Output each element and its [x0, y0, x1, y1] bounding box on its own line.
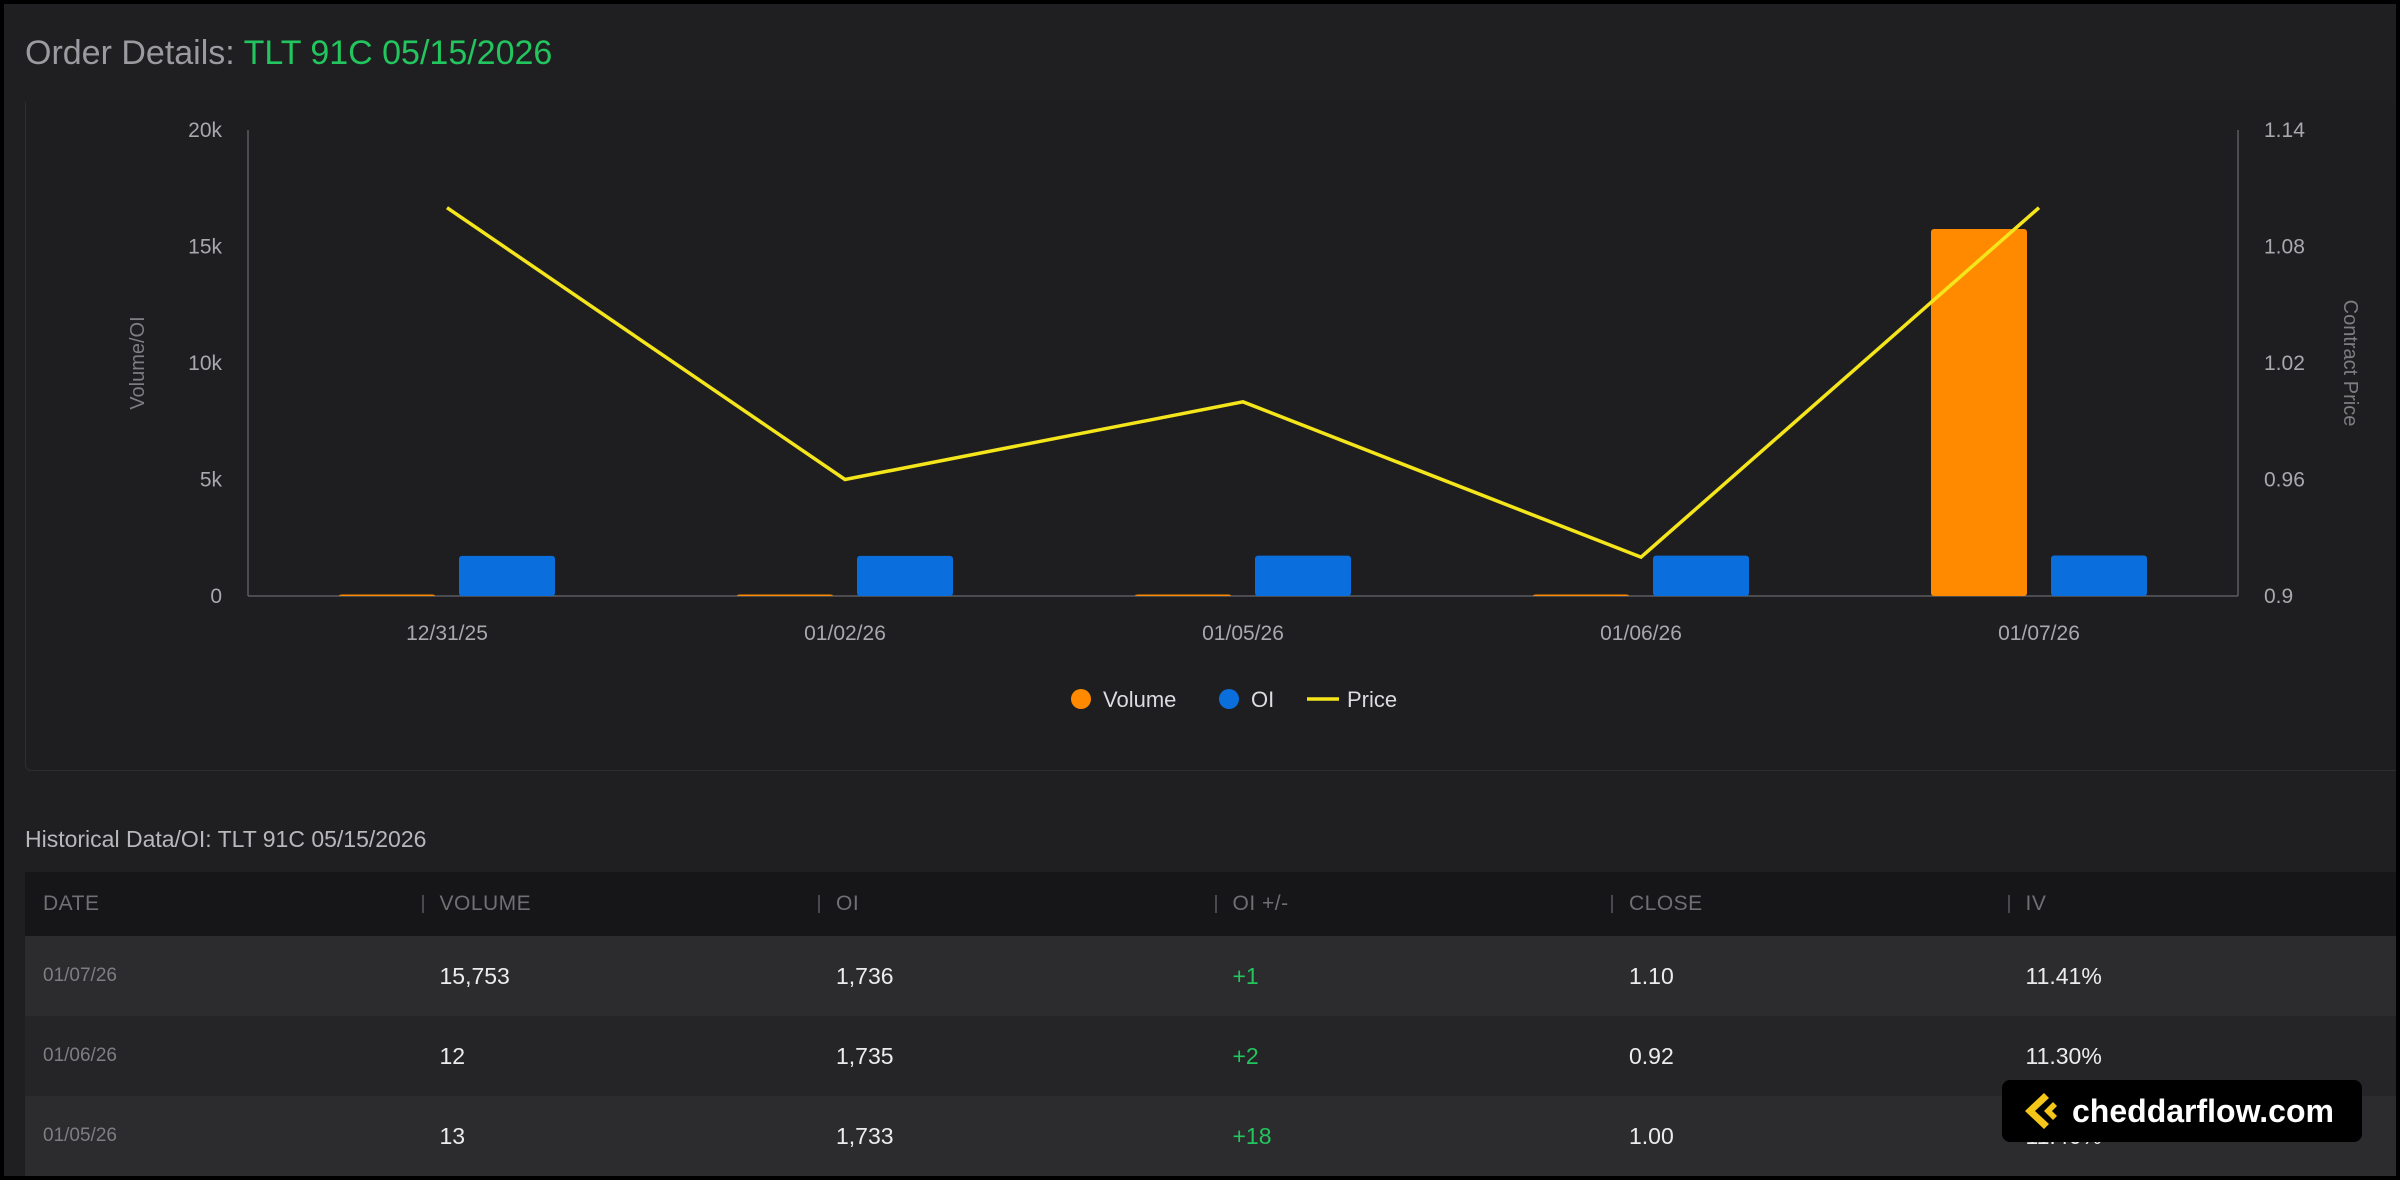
column-header-volume[interactable]: VOLUME: [421, 892, 819, 916]
x-tick-label: 01/02/26: [804, 622, 886, 645]
cell-volume: 13: [439, 1122, 466, 1149]
page-title-label: Order Details:: [25, 34, 235, 72]
table-header: DATE VOLUME OI OI +/- CLOSE IV: [25, 872, 2396, 936]
column-header-iv[interactable]: IV: [2007, 892, 2397, 916]
y-tick-label-left: 20k: [188, 119, 222, 142]
volume-oi-price-chart: 0 5k 10k 15k 20k 0.9 0.96 1.02 1.08 1.14 Volume/OI…: [127, 119, 2361, 712]
volume-bar: [737, 594, 833, 596]
x-tick-label: 01/05/26: [1202, 622, 1284, 645]
cell-oi-change: +2: [1232, 1042, 1259, 1069]
y-tick-label-left: 0: [210, 585, 222, 608]
contract-symbol: TLT 91C 05/15/2026: [243, 34, 553, 72]
cell-iv: 11.30%: [2025, 1042, 2102, 1069]
chart-panel: 0 5k 10k 15k 20k 0.9 0.96 1.02 1.08 1.14 Volume/OI…: [25, 102, 2396, 771]
volume-bar: [1931, 228, 2027, 596]
cell-date: 01/06/26: [43, 1045, 117, 1066]
oi-bar: [1255, 555, 1351, 596]
cell-date: 01/05/26: [43, 1125, 117, 1146]
cell-oi: 1,736: [836, 962, 894, 989]
page-title: Order Details: TLT 91C 05/15/2026: [25, 34, 552, 73]
app-window: Order Details: TLT 91C 05/15/2026 0 5k 10k…: [4, 4, 2396, 1176]
historical-data-table: DATE VOLUME OI OI +/- CLOSE IV 01/07/26 …: [25, 872, 2396, 1176]
cell-oi-change: +1: [1232, 962, 1259, 989]
cell-close: 0.92: [1629, 1042, 1674, 1069]
cell-close: 1.10: [1629, 962, 1674, 989]
column-header-date[interactable]: DATE: [43, 892, 100, 915]
legend-oi-label: OI: [1251, 687, 1274, 712]
volume-bar: [339, 594, 435, 596]
x-tick-label: 12/31/25: [406, 622, 488, 645]
x-tick-label: 01/06/26: [1600, 622, 1682, 645]
column-header-oi[interactable]: OI: [818, 892, 1215, 916]
cell-oi: 1,733: [836, 1122, 894, 1149]
cell-volume: 15,753: [439, 962, 510, 989]
cell-close: 1.00: [1629, 1122, 1674, 1149]
legend-volume-swatch: [1071, 689, 1091, 709]
price-line: [446, 206, 2041, 560]
cheddarflow-logo-icon: [2025, 1093, 2057, 1129]
y-axis-title-left: Volume/OI: [127, 316, 149, 409]
legend-price-label: Price: [1347, 687, 1397, 712]
y-tick-label-right: 1.14: [2264, 119, 2305, 142]
table-row[interactable]: 01/07/26 15,753 1,736 +1 1.10 11.41%: [25, 936, 2396, 1016]
volume-bar: [1533, 594, 1629, 596]
y-tick-label-left: 5k: [200, 469, 223, 492]
table-row[interactable]: 01/05/26 13 1,733 +18 1.00 11.46%: [25, 1096, 2396, 1176]
cell-volume: 12: [439, 1042, 466, 1069]
cell-oi-change: +18: [1232, 1122, 1272, 1149]
cell-iv: 11.41%: [2025, 962, 2102, 989]
y-tick-label-right: 1.02: [2264, 352, 2305, 375]
oi-bar: [2051, 555, 2147, 596]
legend-volume-label: Volume: [1103, 687, 1176, 712]
table-row[interactable]: 01/06/26 12 1,735 +2 0.92 11.30%: [25, 1016, 2396, 1096]
y-tick-label-left: 15k: [188, 236, 222, 259]
oi-bar: [459, 555, 555, 596]
y-tick-label-left: 10k: [188, 352, 222, 375]
volume-bar: [1135, 594, 1231, 596]
oi-bar: [1653, 555, 1749, 596]
y-tick-label-right: 0.96: [2264, 469, 2305, 492]
historical-data-title: Historical Data/OI: TLT 91C 05/15/2026: [25, 826, 427, 852]
column-header-close[interactable]: CLOSE: [1611, 892, 2008, 916]
y-tick-label-right: 1.08: [2264, 236, 2305, 259]
legend-oi-swatch: [1219, 689, 1239, 709]
cell-date: 01/07/26: [43, 965, 117, 986]
y-axis-title-right: Contract Price: [2339, 300, 2361, 427]
cell-oi: 1,735: [836, 1042, 894, 1069]
cheddarflow-watermark: cheddarflow.com: [2002, 1080, 2362, 1142]
oi-bar: [857, 555, 953, 596]
column-header-oi-change[interactable]: OI +/-: [1214, 892, 1612, 916]
x-tick-label: 01/07/26: [1998, 622, 2080, 645]
watermark-text: cheddarflow.com: [2072, 1092, 2334, 1129]
y-tick-label-right: 0.9: [2264, 585, 2293, 608]
